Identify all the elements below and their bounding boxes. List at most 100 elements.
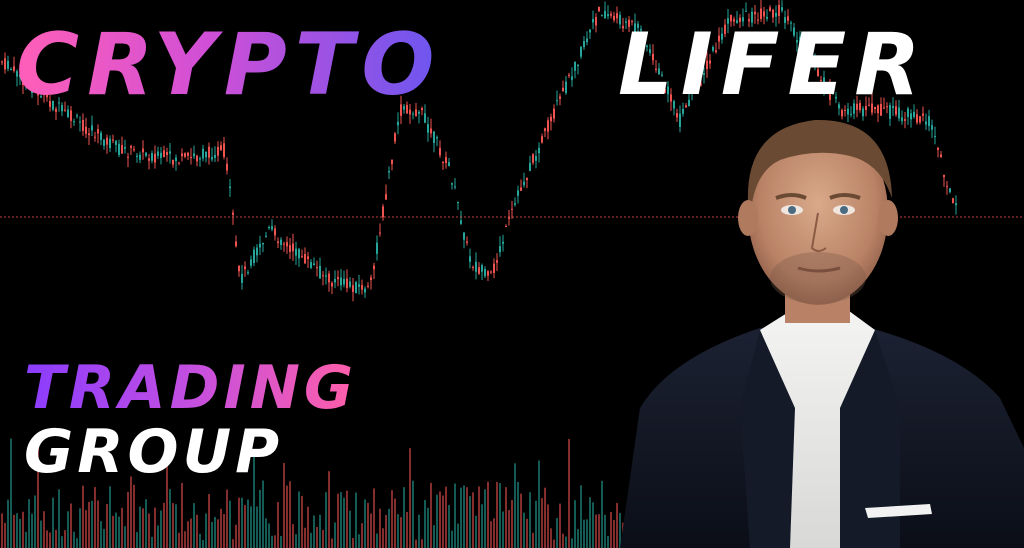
candle-body — [358, 284, 360, 287]
volume-bar — [166, 436, 168, 548]
candle-body — [442, 161, 444, 163]
candle-body — [892, 106, 894, 108]
volume-bar — [436, 494, 438, 548]
candle-body — [190, 156, 192, 158]
candle-body — [706, 60, 708, 70]
candle-body — [223, 143, 225, 157]
candle-body — [157, 151, 159, 156]
volume-bar — [316, 526, 318, 548]
volume-bar — [430, 482, 432, 548]
candle-body — [841, 110, 843, 117]
volume-bar — [556, 517, 558, 548]
candle-body — [814, 61, 816, 64]
volume-bar — [220, 508, 222, 548]
candle-body — [430, 128, 432, 134]
volume-bar — [277, 502, 279, 548]
volume-bar — [331, 538, 333, 548]
volume-bar — [307, 506, 309, 548]
volume-bar — [19, 518, 21, 548]
candle-body — [346, 278, 348, 289]
candle-body — [220, 145, 222, 151]
volume-bar — [613, 520, 615, 548]
volume-bar — [289, 481, 291, 548]
candle-body — [745, 10, 747, 12]
candle-body — [409, 109, 411, 115]
candle-body — [451, 183, 453, 185]
candle-body — [301, 256, 303, 258]
volume-bar — [274, 535, 276, 548]
volume-bar — [118, 516, 120, 548]
candle-body — [454, 186, 456, 188]
candle-body — [121, 145, 123, 154]
volume-bar — [58, 489, 60, 548]
candle-body — [820, 79, 822, 81]
candle-body — [340, 277, 342, 286]
candle-body — [82, 120, 84, 131]
candle-body — [730, 15, 732, 22]
subtitle-group: GROUP — [24, 417, 284, 487]
candle-body — [724, 24, 726, 34]
candle-body — [4, 58, 6, 70]
candle-body — [472, 266, 474, 268]
volume-bar — [265, 518, 267, 548]
candle-body — [400, 104, 402, 116]
candle-body — [265, 235, 267, 237]
candle-body — [523, 181, 525, 186]
volume-bar — [262, 480, 264, 548]
candle-body — [376, 242, 378, 254]
candle-body — [550, 116, 552, 122]
volume-bar — [514, 463, 516, 548]
candle-body — [625, 21, 627, 23]
volume-bar — [370, 513, 372, 548]
candle-body — [853, 103, 855, 114]
volume-bar — [217, 519, 219, 548]
volume-bar — [340, 492, 342, 548]
candle-body — [925, 121, 927, 125]
volume-bar — [52, 497, 54, 548]
candle-body — [127, 156, 129, 158]
candle-body — [379, 232, 381, 234]
candle-body — [559, 96, 561, 99]
volume-bar — [391, 490, 393, 548]
volume-bar — [73, 531, 75, 548]
volume-bar — [313, 515, 315, 548]
candle-body — [529, 162, 531, 171]
volume-bar — [28, 499, 30, 548]
candle-body — [691, 90, 693, 93]
candle-body — [619, 14, 621, 25]
candle-body — [850, 113, 852, 115]
candle-body — [496, 260, 498, 263]
volume-bar — [526, 518, 528, 548]
candle-body — [880, 103, 882, 116]
candle-body — [874, 106, 876, 109]
volume-bar — [184, 531, 186, 548]
candle-body — [304, 254, 306, 264]
volume-bar — [601, 480, 603, 548]
volume-bar — [349, 510, 351, 548]
volume-bar — [7, 499, 9, 548]
candle-body — [217, 146, 219, 156]
volume-bar — [376, 533, 378, 548]
candle-body — [67, 109, 69, 118]
candle-body — [91, 125, 93, 131]
candle-body — [145, 152, 147, 156]
candle-body — [709, 60, 711, 64]
candle-body — [769, 7, 771, 12]
candle-body — [43, 92, 45, 96]
candle-body — [322, 275, 324, 277]
candle-body — [697, 83, 699, 86]
candle-body — [1, 61, 3, 63]
volume-bar — [532, 532, 534, 548]
volume-bar — [283, 462, 285, 548]
candle-body — [811, 56, 813, 60]
volume-bar — [574, 500, 576, 548]
volume-bar — [529, 492, 531, 548]
volume-bar — [223, 514, 225, 548]
candle-body — [904, 119, 906, 121]
volume-bar — [256, 506, 258, 548]
volume-bar — [610, 512, 612, 548]
candle-body — [133, 149, 135, 151]
candle-body — [205, 151, 207, 158]
candle-body — [562, 87, 564, 92]
candle-body — [307, 256, 309, 260]
